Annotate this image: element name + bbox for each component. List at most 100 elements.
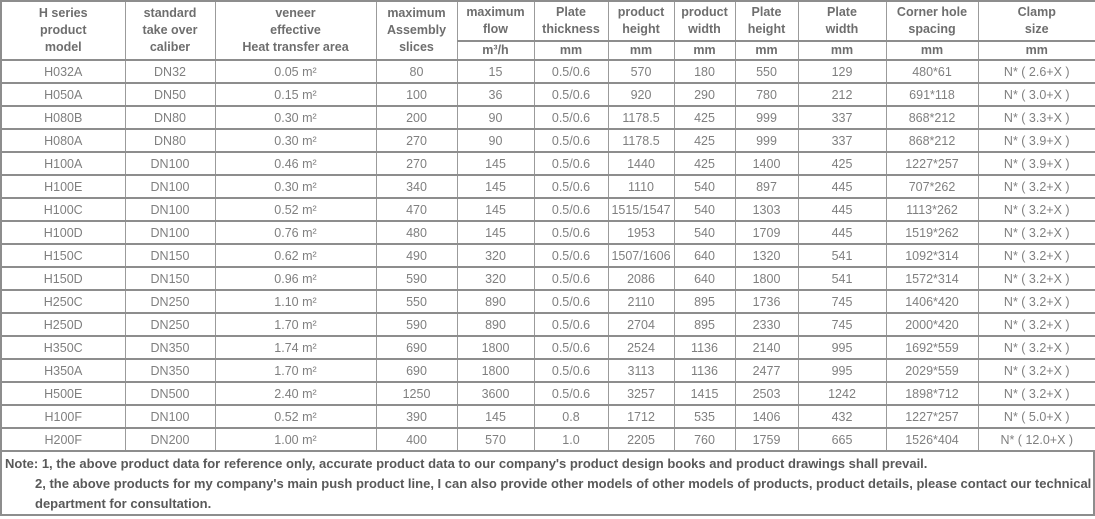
- table-cell-thickness: 0.5/0.6: [533, 197, 609, 222]
- table-cell-plate-width: 445: [797, 197, 887, 222]
- table-cell-flow: 145: [456, 151, 535, 176]
- table-cell-area: 0.05 m²: [214, 59, 377, 84]
- table-cell-area: 2.40 m²: [214, 381, 377, 406]
- table-cell-area: 1.70 m²: [214, 358, 377, 383]
- table-row: H500E DN500 2.40 m² 1250 3600 0.5/0.6 3257 1415…: [0, 381, 1095, 406]
- column-unit-clamp: mm: [977, 40, 1095, 61]
- table-cell-slices: 470: [375, 197, 458, 222]
- table-cell-product-height: 2110: [607, 289, 675, 314]
- column-unit-plate-width: mm: [797, 40, 887, 61]
- table-cell-corner-hole: 1227*257: [885, 404, 979, 429]
- table-cell-thickness: 1.0: [533, 427, 609, 452]
- table-cell-plate-width: 995: [797, 335, 887, 360]
- table-cell-area: 1.00 m²: [214, 427, 377, 452]
- table-cell-thickness: 0.5/0.6: [533, 82, 609, 107]
- table-cell-thickness: 0.5/0.6: [533, 381, 609, 406]
- table-row: H100C DN100 0.52 m² 470 145 0.5/0.6 1515/1547 5…: [0, 197, 1095, 222]
- table-cell-plate-width: 129: [797, 59, 887, 84]
- table-cell-clamp: N* ( 2.6+X ): [977, 59, 1095, 84]
- table-row: H250C DN250 1.10 m² 550 890 0.5/0.6 2110 895 173…: [0, 289, 1095, 314]
- table-cell-caliber: DN350: [124, 335, 216, 360]
- table-row: H350A DN350 1.70 m² 690 1800 0.5/0.6 3113 1136 2…: [0, 358, 1095, 383]
- table-cell-plate-height: 1303: [734, 197, 799, 222]
- column-unit-product-height: mm: [607, 40, 675, 61]
- table-cell-plate-width: 1242: [797, 381, 887, 406]
- table-cell-plate-height: 1736: [734, 289, 799, 314]
- table-cell-plate-width: 212: [797, 82, 887, 107]
- table-row: H080B DN80 0.30 m² 200 90 0.5/0.6 1178.5 425 999…: [0, 105, 1095, 130]
- table-cell-thickness: 0.5/0.6: [533, 243, 609, 268]
- table-cell-corner-hole: 1519*262: [885, 220, 979, 245]
- table-cell-thickness: 0.5/0.6: [533, 266, 609, 291]
- table-cell-clamp: N* ( 3.2+X ): [977, 289, 1095, 314]
- table-cell-corner-hole: 480*61: [885, 59, 979, 84]
- table-cell-area: 1.10 m²: [214, 289, 377, 314]
- table-cell-plate-width: 337: [797, 105, 887, 130]
- table-cell-caliber: DN250: [124, 312, 216, 337]
- table-cell-plate-height: 2330: [734, 312, 799, 337]
- table-cell-model: H100C: [0, 197, 126, 222]
- table-cell-model: H080A: [0, 128, 126, 153]
- table-cell-slices: 100: [375, 82, 458, 107]
- table-cell-corner-hole: 1113*262: [885, 197, 979, 222]
- table-cell-product-width: 425: [673, 151, 736, 176]
- column-header-product-width: product width: [673, 0, 736, 42]
- table-cell-area: 0.52 m²: [214, 197, 377, 222]
- table-cell-clamp: N* ( 3.9+X ): [977, 128, 1095, 153]
- table-cell-area: 0.30 m²: [214, 128, 377, 153]
- table-cell-area: 0.46 m²: [214, 151, 377, 176]
- table-cell-plate-width: 445: [797, 220, 887, 245]
- table-row: H100D DN100 0.76 m² 480 145 0.5/0.6 1953 540 170…: [0, 220, 1095, 245]
- table-cell-flow: 3600: [456, 381, 535, 406]
- table-cell-model: H100F: [0, 404, 126, 429]
- table-cell-product-width: 1136: [673, 335, 736, 360]
- table-cell-plate-height: 550: [734, 59, 799, 84]
- table-cell-flow: 90: [456, 105, 535, 130]
- table-cell-product-height: 2086: [607, 266, 675, 291]
- column-unit-corner-hole: mm: [885, 40, 979, 61]
- table-cell-slices: 590: [375, 312, 458, 337]
- table-cell-clamp: N* ( 3.2+X ): [977, 312, 1095, 337]
- table-cell-caliber: DN100: [124, 197, 216, 222]
- table-cell-plate-width: 337: [797, 128, 887, 153]
- table-cell-product-height: 1515/1547: [607, 197, 675, 222]
- table-cell-flow: 15: [456, 59, 535, 84]
- table-cell-clamp: N* ( 3.2+X ): [977, 243, 1095, 268]
- table-cell-flow: 570: [456, 427, 535, 452]
- table-cell-model: H032A: [0, 59, 126, 84]
- table-cell-slices: 270: [375, 128, 458, 153]
- table-cell-plate-height: 1320: [734, 243, 799, 268]
- table-cell-plate-height: 2503: [734, 381, 799, 406]
- table-cell-slices: 590: [375, 266, 458, 291]
- table-row: H080A DN80 0.30 m² 270 90 0.5/0.6 1178.5 425 999…: [0, 128, 1095, 153]
- table-cell-corner-hole: 691*118: [885, 82, 979, 107]
- table-row: H150C DN150 0.62 m² 490 320 0.5/0.6 1507/1606 6…: [0, 243, 1095, 268]
- table-cell-slices: 480: [375, 220, 458, 245]
- table-cell-plate-height: 780: [734, 82, 799, 107]
- table-cell-product-width: 895: [673, 312, 736, 337]
- column-header-area: veneer effective Heat transfer area: [214, 0, 377, 61]
- table-cell-caliber: DN250: [124, 289, 216, 314]
- table-cell-caliber: DN350: [124, 358, 216, 383]
- table-cell-thickness: 0.5/0.6: [533, 335, 609, 360]
- table-cell-product-height: 1953: [607, 220, 675, 245]
- note-line-2: 2, the above products for my company's m…: [35, 476, 1092, 491]
- table-cell-plate-height: 2140: [734, 335, 799, 360]
- table-cell-model: H250D: [0, 312, 126, 337]
- table-cell-clamp: N* ( 3.2+X ): [977, 381, 1095, 406]
- table-cell-caliber: DN150: [124, 243, 216, 268]
- table-cell-product-height: 1110: [607, 174, 675, 199]
- table-cell-product-width: 540: [673, 220, 736, 245]
- column-header-plate-height: Plate height: [734, 0, 799, 42]
- table-cell-product-height: 1178.5: [607, 105, 675, 130]
- table-cell-flow: 890: [456, 289, 535, 314]
- table-cell-plate-height: 2477: [734, 358, 799, 383]
- table-row: H350C DN350 1.74 m² 690 1800 0.5/0.6 2524 1136 2…: [0, 335, 1095, 360]
- table-cell-corner-hole: 1572*314: [885, 266, 979, 291]
- table-cell-area: 0.30 m²: [214, 105, 377, 130]
- table-cell-thickness: 0.5/0.6: [533, 174, 609, 199]
- table-cell-caliber: DN80: [124, 128, 216, 153]
- header-row-labels: H series product model standard take over…: [0, 0, 1095, 61]
- table-row: H200F DN200 1.00 m² 400 570 1.0 2205 760 1759 665…: [0, 427, 1095, 452]
- table-cell-thickness: 0.5/0.6: [533, 151, 609, 176]
